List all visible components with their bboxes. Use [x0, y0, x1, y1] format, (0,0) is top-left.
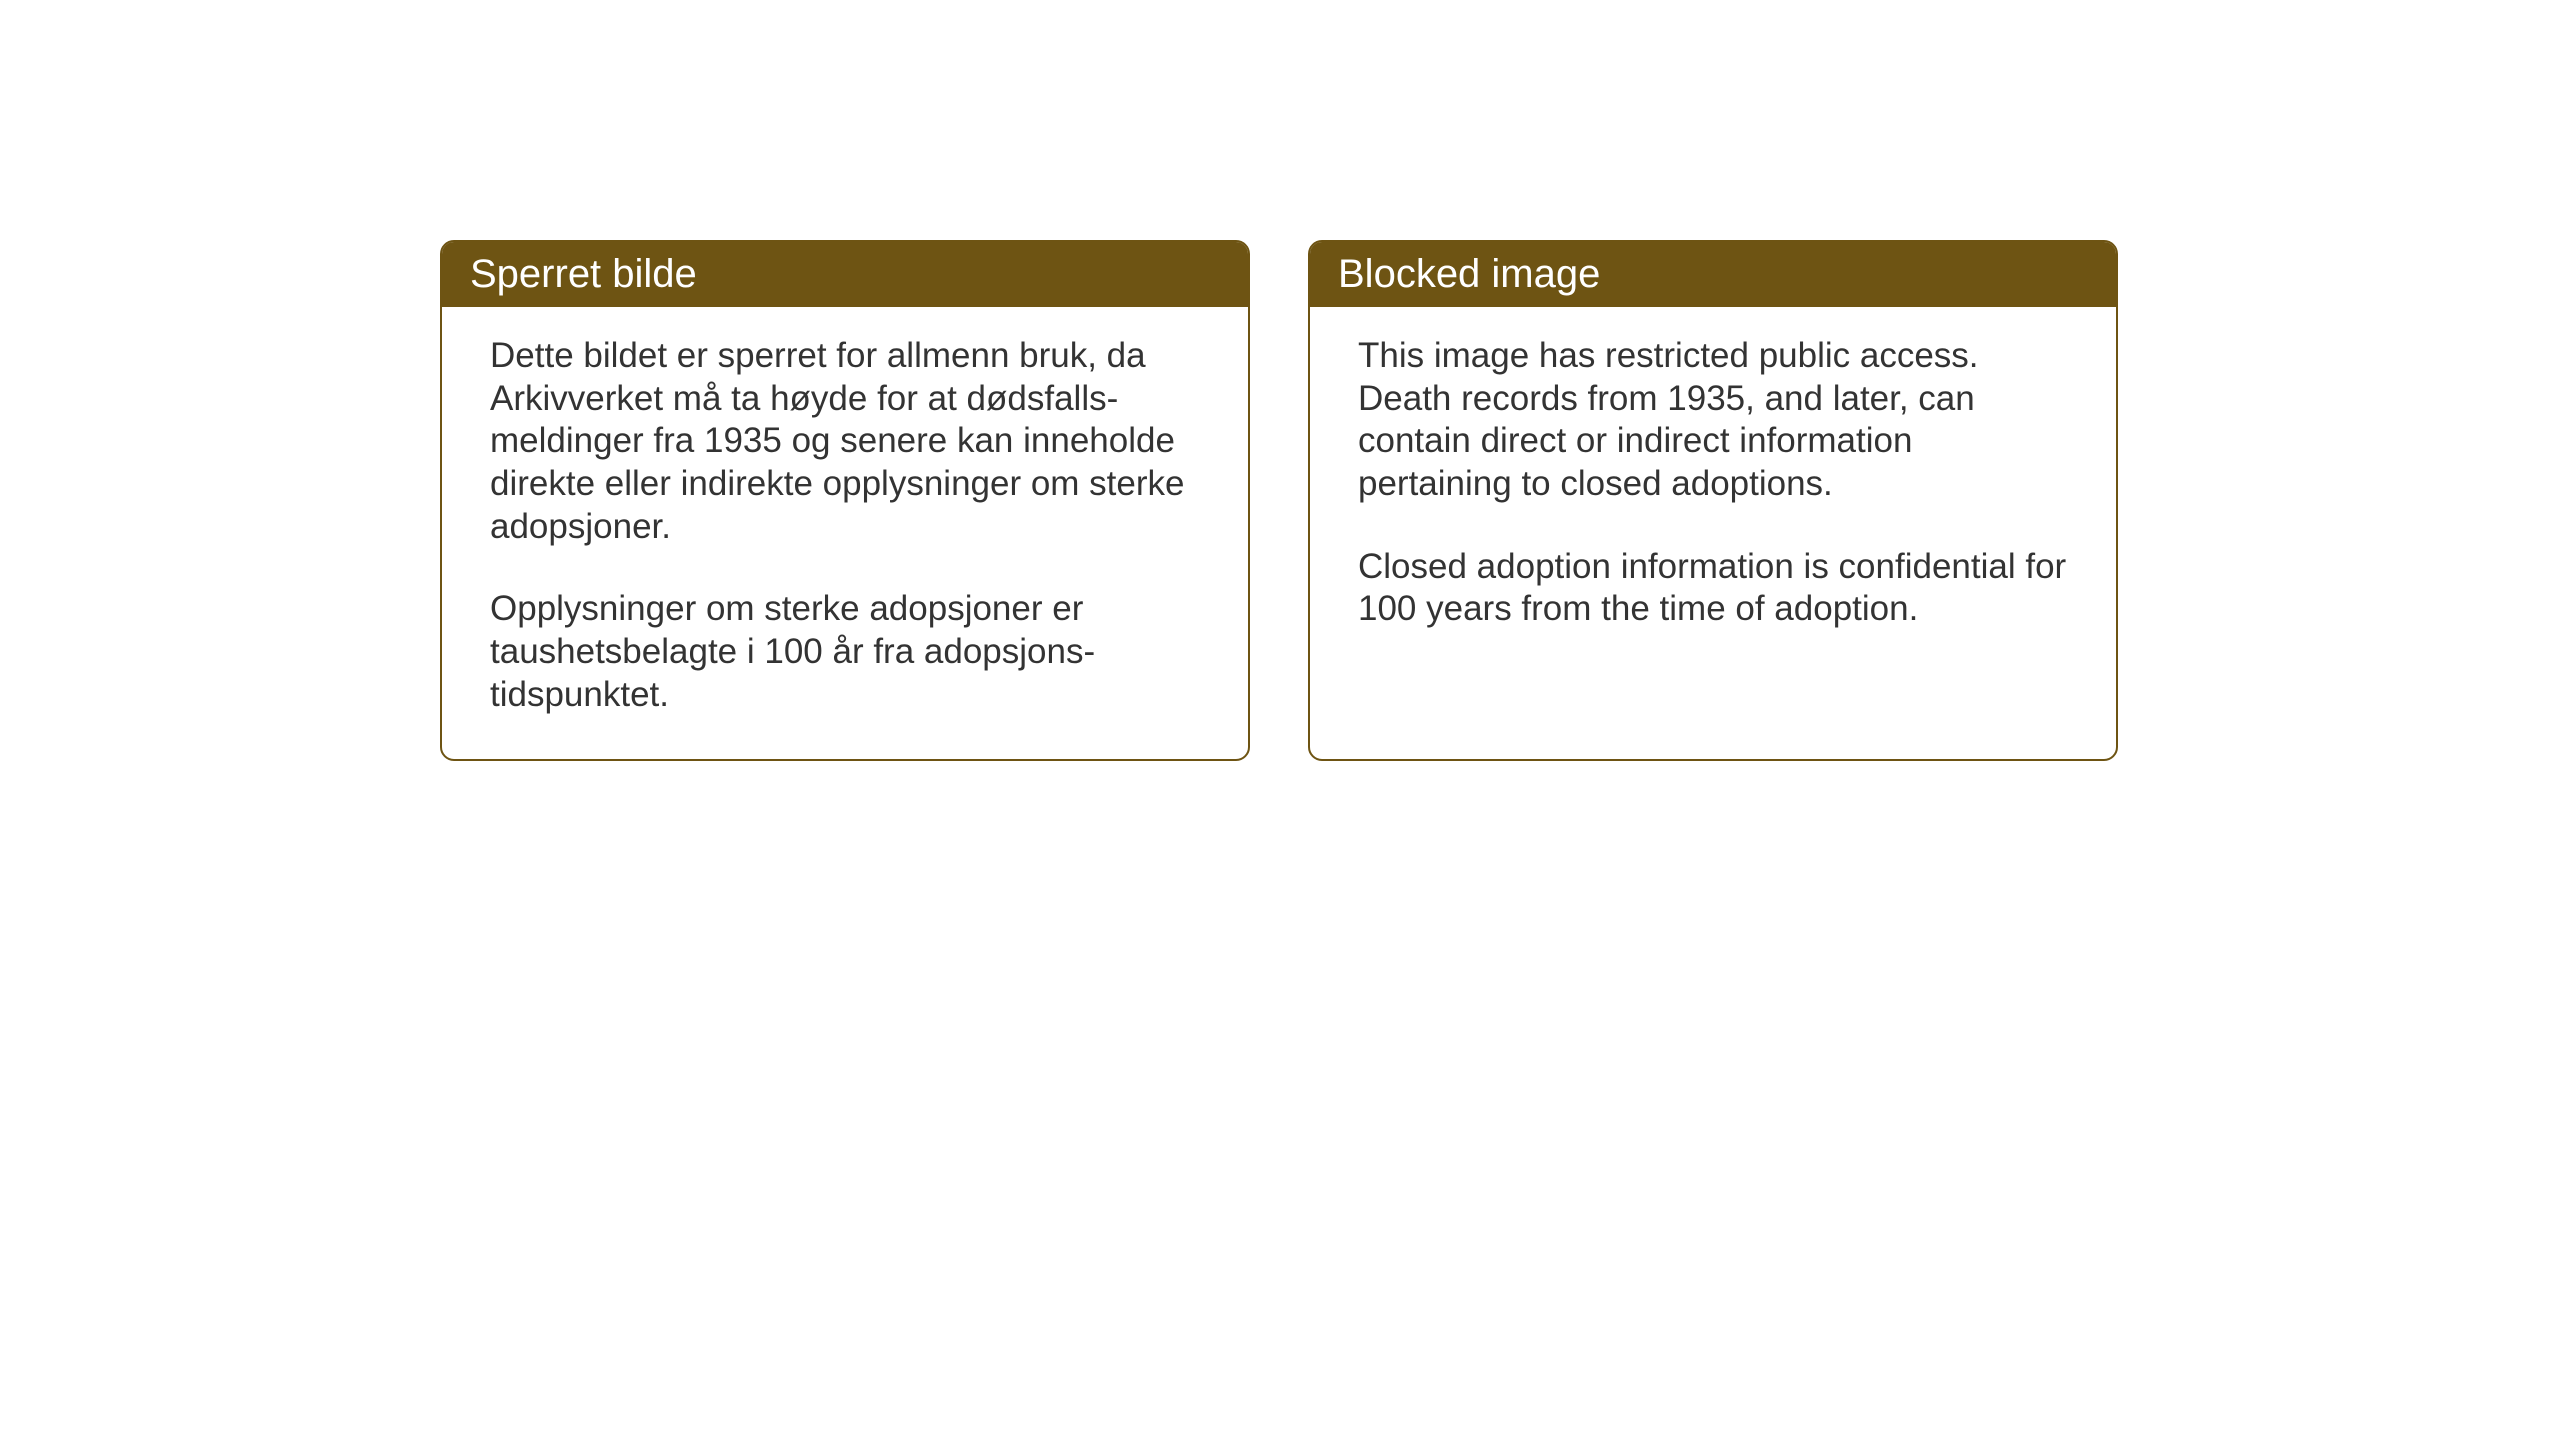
card-paragraph-norwegian-1: Dette bildet er sperret for allmenn bruk…: [490, 335, 1200, 548]
card-paragraph-english-1: This image has restricted public access.…: [1358, 335, 2068, 506]
card-paragraph-norwegian-2: Opplysninger om sterke adopsjoner er tau…: [490, 588, 1200, 716]
card-header-norwegian: Sperret bilde: [442, 242, 1248, 307]
notice-card-norwegian: Sperret bilde Dette bildet er sperret fo…: [440, 240, 1250, 761]
card-body-norwegian: Dette bildet er sperret for allmenn bruk…: [442, 307, 1248, 759]
notice-container: Sperret bilde Dette bildet er sperret fo…: [440, 240, 2118, 761]
notice-card-english: Blocked image This image has restricted …: [1308, 240, 2118, 761]
card-header-english: Blocked image: [1310, 242, 2116, 307]
card-title-norwegian: Sperret bilde: [470, 252, 697, 296]
card-title-english: Blocked image: [1338, 252, 1600, 296]
card-paragraph-english-2: Closed adoption information is confident…: [1358, 546, 2068, 631]
card-body-english: This image has restricted public access.…: [1310, 307, 2116, 673]
